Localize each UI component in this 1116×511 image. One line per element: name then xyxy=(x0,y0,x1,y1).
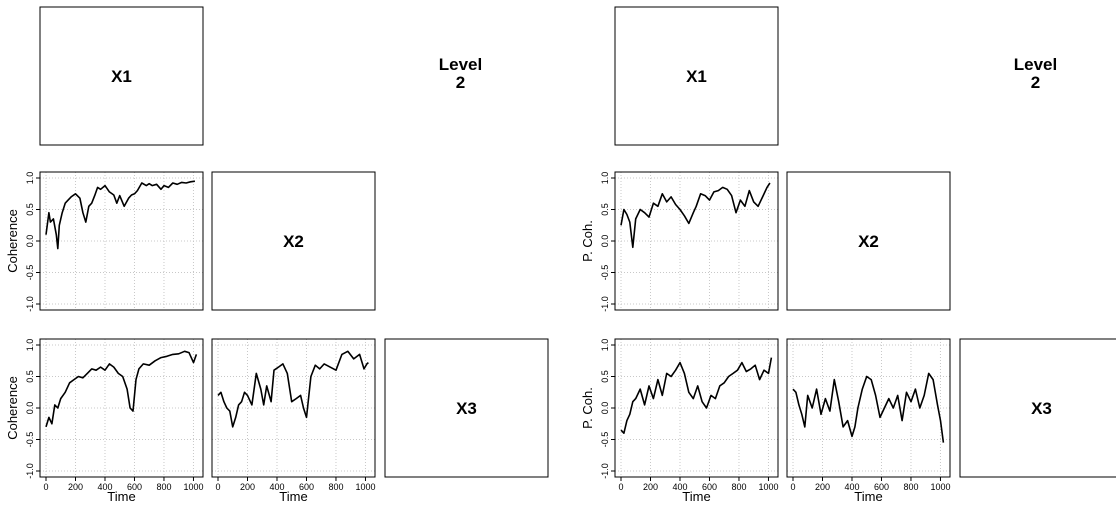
x-tick-label: 200 xyxy=(643,482,658,492)
diag-label-x3: X3 xyxy=(1031,399,1052,418)
series-line-x3-x2 xyxy=(217,350,369,428)
y-tick-label: 1.0 xyxy=(600,172,610,185)
y-axis-label: Coherence xyxy=(5,376,20,440)
series-line-x3-x2 xyxy=(792,372,945,443)
series-line-x2-x1 xyxy=(620,182,771,249)
x-tick-label: 800 xyxy=(328,482,343,492)
y-axis-label: P. Coh. xyxy=(580,220,595,262)
y-axis-label: P. Coh. xyxy=(580,387,595,429)
y-tick-label: -1.0 xyxy=(600,463,610,479)
series-line-x3-x1 xyxy=(45,350,198,428)
y-tick-label: -1.0 xyxy=(25,296,35,312)
x-tick-label: 400 xyxy=(269,482,284,492)
x-axis-label: Time xyxy=(682,489,710,504)
y-tick-label: -0.5 xyxy=(600,265,610,281)
plot-frame xyxy=(786,338,951,478)
level-label-line-2: 2 xyxy=(1031,73,1040,92)
y-tick-label: 0.0 xyxy=(25,402,35,415)
x-tick-label: 200 xyxy=(240,482,255,492)
diag-box-x1 xyxy=(614,6,779,146)
x-tick-label: 400 xyxy=(672,482,687,492)
x-tick-label: 0 xyxy=(790,482,795,492)
plot-x2-x1: -1.0 -0.5 0.0 0.5 1.0 Coherence xyxy=(5,171,204,312)
x-tick-label: 600 xyxy=(127,482,142,492)
x-tick-label: 400 xyxy=(97,482,112,492)
y-tick-label: 0.5 xyxy=(25,370,35,383)
x-tick-label: 600 xyxy=(702,482,717,492)
x-tick-label: 400 xyxy=(844,482,859,492)
diag-label-x2: X2 xyxy=(283,232,304,251)
level-label-line-1: Level xyxy=(1014,55,1057,74)
diag-label-x3: X3 xyxy=(456,399,477,418)
y-axis-label: Coherence xyxy=(5,209,20,273)
level-label-line-2: 2 xyxy=(456,73,465,92)
y-tick-label: -0.5 xyxy=(25,432,35,448)
diag-label-x2: X2 xyxy=(858,232,879,251)
x-tick-label: 1000 xyxy=(758,482,778,492)
plot-frame xyxy=(211,338,376,478)
y-tick-label: 0.5 xyxy=(25,203,35,216)
diag-box-x1 xyxy=(39,6,204,146)
y-tick-label: 1.0 xyxy=(600,339,610,352)
plot-x3-x1: -1.0 -0.5 0.0 0.5 1.0 P. Coh. 0 200 400 600 800 100… xyxy=(580,338,779,504)
diag-label-x1: X1 xyxy=(111,67,132,86)
x-tick-label: 0 xyxy=(618,482,623,492)
y-tick-label: 0.0 xyxy=(600,235,610,248)
x-tick-label: 0 xyxy=(215,482,220,492)
x-tick-label: 200 xyxy=(68,482,83,492)
x-tick-label: 200 xyxy=(815,482,830,492)
plot-x2-x1: -1.0 -0.5 0.0 0.5 1.0 P. Coh. xyxy=(580,171,779,312)
y-tick-label: 1.0 xyxy=(25,339,35,352)
diag-box-x3 xyxy=(959,338,1116,478)
x-tick-label: 600 xyxy=(299,482,314,492)
x-tick-label: 600 xyxy=(874,482,889,492)
plot-x3-x2: 0 200 400 600 800 1000 Time xyxy=(786,338,951,504)
x-axis-label: Time xyxy=(107,489,135,504)
diag-box-x3 xyxy=(384,338,549,478)
x-tick-label: 1000 xyxy=(355,482,375,492)
plot-x3-x2: 0 200 400 600 800 1000 Time xyxy=(211,338,376,504)
level-label-line-1: Level xyxy=(439,55,482,74)
x-axis-label: Time xyxy=(854,489,882,504)
x-tick-label: 1000 xyxy=(183,482,203,492)
y-tick-label: 0.0 xyxy=(600,402,610,415)
panel-left: X1X2X3Level2-1.0-0.50.00.51.0Coherence-1… xyxy=(5,6,549,504)
y-tick-label: -0.5 xyxy=(25,265,35,281)
x-tick-label: 800 xyxy=(903,482,918,492)
series-line-x2-x1 xyxy=(45,180,196,250)
y-tick-label: -1.0 xyxy=(25,463,35,479)
y-tick-label: 0.0 xyxy=(25,235,35,248)
diag-box-x2 xyxy=(211,171,376,311)
x-tick-label: 800 xyxy=(156,482,171,492)
y-tick-label: 0.5 xyxy=(600,370,610,383)
y-tick-label: 0.5 xyxy=(600,203,610,216)
series-line-x3-x1 xyxy=(620,357,773,434)
x-tick-label: 800 xyxy=(731,482,746,492)
y-tick-label: 1.0 xyxy=(25,172,35,185)
plot-x3-x1: -1.0 -0.5 0.0 0.5 1.0 Coherence 0 200 400 600 800 1… xyxy=(5,338,204,504)
x-tick-label: 0 xyxy=(43,482,48,492)
x-tick-label: 1000 xyxy=(930,482,950,492)
x-axis-label: Time xyxy=(279,489,307,504)
diag-label-x1: X1 xyxy=(686,67,707,86)
y-tick-label: -1.0 xyxy=(600,296,610,312)
y-tick-label: -0.5 xyxy=(600,432,610,448)
diag-box-x2 xyxy=(786,171,951,311)
